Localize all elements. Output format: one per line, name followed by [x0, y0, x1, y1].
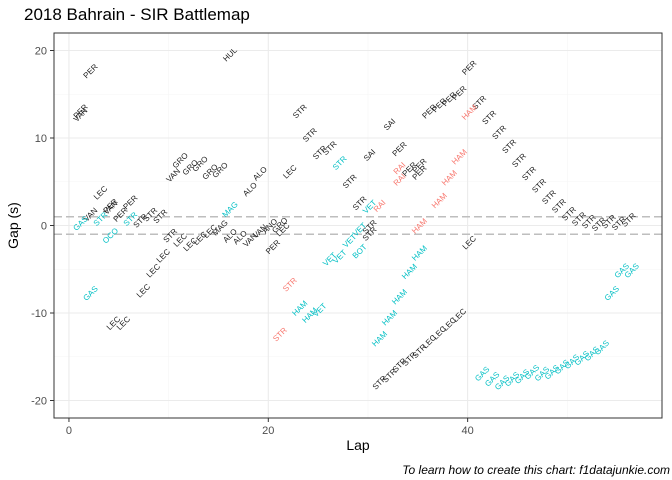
car-label-point: HAM [390, 287, 409, 306]
car-label-point: VET [311, 301, 328, 318]
car-label-point: GAS [81, 284, 99, 302]
car-label-point: STR [620, 211, 638, 229]
car-label-point: STR [331, 154, 349, 172]
car-label-point: VET [331, 248, 348, 265]
car-label-point: LEC [281, 163, 299, 181]
car-label-point: LEC [135, 282, 153, 300]
car-label-point: STR [510, 151, 528, 169]
car-label-point: STR [500, 137, 518, 155]
car-label-point: STR [490, 123, 508, 141]
car-label-point: PER [121, 193, 139, 211]
car-label-point: LEC [92, 184, 110, 202]
car-label-point: LEC [461, 234, 479, 252]
car-label-point: STR [321, 139, 339, 157]
car-label-point: STR [271, 326, 289, 344]
reference-lines [54, 216, 662, 235]
car-label-point: OCO [101, 226, 120, 245]
car-label-point: STR [520, 165, 538, 183]
car-label-point: PER [82, 62, 100, 80]
y-tick-label: -20 [31, 396, 47, 408]
car-label-point: HAM [400, 262, 419, 281]
car-label-point: STR [341, 172, 359, 190]
x-tick-label: 40 [462, 425, 474, 437]
car-label-point: LEC [155, 247, 173, 265]
y-tick-label: 10 [35, 133, 47, 145]
car-label-point: PER [450, 84, 468, 102]
car-label-point: STR [291, 102, 309, 120]
grid-lines [54, 33, 662, 418]
car-label-point: HAM [430, 191, 449, 210]
y-tick-label: 20 [35, 46, 47, 58]
car-label-point: PER [264, 238, 282, 256]
car-label-point: PER [391, 140, 409, 158]
car-label-point: HAM [370, 329, 389, 348]
chart-title: 2018 Bahrain - SIR Battlemap [24, 5, 250, 24]
car-label-point: STR [301, 126, 319, 144]
x-axis-title: Lap [346, 437, 370, 453]
car-label-point: ALO [241, 181, 259, 199]
y-tick-label: 0 [41, 221, 47, 233]
car-label-point: STR [480, 109, 498, 127]
y-tick-label: -10 [31, 308, 47, 320]
y-axis-title: Gap (s) [5, 202, 21, 249]
x-tick-label: 20 [262, 425, 274, 437]
car-label-point: HAM [380, 308, 399, 327]
x-tick-label: 0 [66, 425, 72, 437]
car-label-point: SAI [362, 147, 377, 162]
car-label-point: STR [530, 177, 548, 195]
car-label-point: LEC [451, 307, 469, 325]
car-label-point: BOT [351, 242, 369, 260]
car-label-point: HAM [450, 147, 469, 166]
axes: 0 20 40 -20 -10 0 10 20 [31, 46, 474, 438]
car-label-point: HUL [221, 45, 239, 63]
car-label-point: GAS [593, 339, 611, 357]
car-label-point: PER [460, 59, 478, 77]
car-label-point: SAI [382, 117, 397, 132]
car-label-point: ALO [251, 165, 269, 183]
car-label-point: STR [281, 276, 299, 294]
car-label-point: GAS [603, 284, 621, 302]
car-label-point: HAM [440, 168, 459, 187]
car-label-point: HAM [410, 244, 429, 263]
chart-caption: To learn how to create this chart: f1dat… [402, 463, 670, 477]
